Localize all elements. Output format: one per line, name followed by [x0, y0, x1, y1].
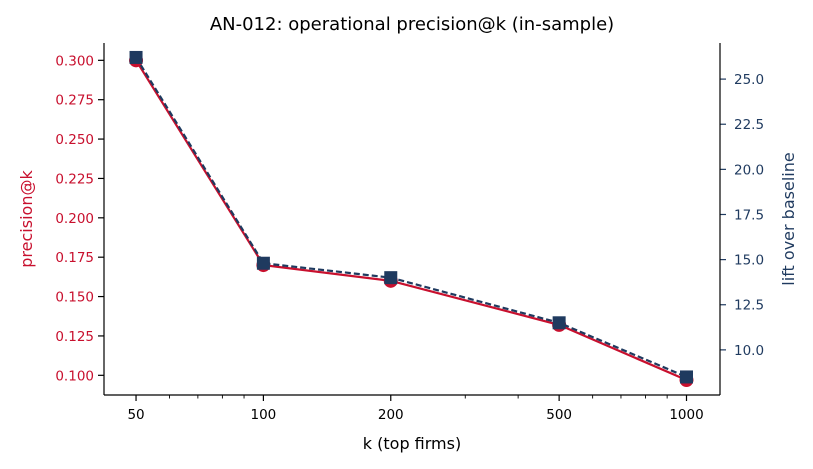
- y-tick-label: 0.300: [55, 53, 94, 69]
- y2-tick-label: 12.5: [734, 298, 764, 314]
- y-tick-label: 0.125: [55, 329, 94, 345]
- y-axis-ticks: 0.100 0.125 0.150 0.175 0.200 0.225 0.250 0.275…: [55, 53, 104, 384]
- chart-title: AN-012: operational precision@k (in-samp…: [210, 14, 614, 35]
- series-line-lift: [135, 56, 687, 378]
- y2-tick-label: 15.0: [734, 253, 764, 269]
- lift-point: [129, 50, 143, 64]
- y2-tick-label: 22.5: [734, 117, 764, 133]
- x-tick-label: 50: [127, 407, 144, 423]
- y-tick-label: 0.225: [55, 171, 94, 187]
- y-tick-label: 0.200: [55, 211, 94, 227]
- x-tick-label: 1000: [669, 407, 703, 423]
- x-tick-label: 200: [378, 407, 404, 423]
- lift-point: [679, 370, 693, 384]
- lift-point: [552, 316, 566, 330]
- y2-tick-label: 17.5: [734, 207, 764, 223]
- y2-tick-label: 25.0: [734, 72, 764, 88]
- y2-tick-label: 20.0: [734, 162, 764, 178]
- y-tick-label: 0.275: [55, 93, 94, 109]
- y-axis-label: precision@k: [17, 170, 36, 268]
- y2-tick-label: 10.0: [734, 343, 764, 359]
- y-tick-label: 0.100: [55, 368, 94, 384]
- y-tick-label: 0.250: [55, 132, 94, 148]
- x-axis-label: k (top firms): [363, 434, 461, 453]
- y2-axis-ticks: 10.0 12.5 15.0 17.5 20.0 22.5 25.0: [720, 72, 764, 359]
- series-layer: [129, 50, 694, 388]
- y-tick-label: 0.150: [55, 290, 94, 306]
- x-axis-ticks: 50 100 200 500 1000: [127, 395, 704, 423]
- series-line-precision: [135, 59, 687, 382]
- x-tick-label: 100: [251, 407, 277, 423]
- x-tick-label: 500: [546, 407, 572, 423]
- lift-point: [384, 271, 398, 285]
- y-tick-label: 0.175: [55, 250, 94, 266]
- lift-point: [256, 256, 270, 270]
- y2-axis-label: lift over baseline: [779, 152, 798, 285]
